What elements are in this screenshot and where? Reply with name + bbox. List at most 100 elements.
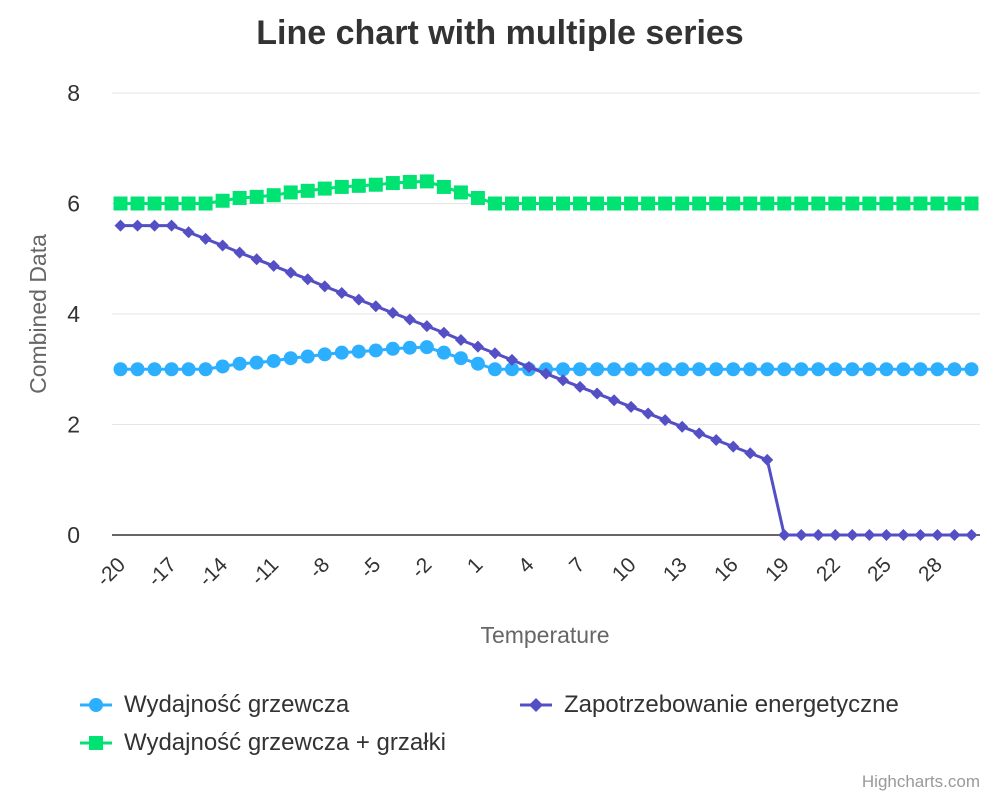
x-tick-label: 19 <box>761 553 794 586</box>
data-point <box>385 341 400 356</box>
data-point <box>642 407 655 420</box>
data-point <box>164 196 179 211</box>
data-point <box>675 196 690 211</box>
data-point <box>880 529 893 541</box>
data-point <box>743 362 758 377</box>
data-point <box>249 355 264 370</box>
data-point <box>283 351 298 366</box>
data-point <box>676 420 689 433</box>
data-point <box>794 196 809 211</box>
data-point <box>301 273 314 286</box>
series-layer <box>113 174 979 541</box>
data-point <box>913 362 928 377</box>
data-point <box>777 362 792 377</box>
data-point <box>504 196 519 211</box>
data-point <box>351 178 366 193</box>
data-point <box>147 362 162 377</box>
data-point <box>215 193 230 208</box>
square-marker-icon <box>80 736 112 750</box>
data-point <box>726 196 741 211</box>
data-point <box>471 340 484 353</box>
data-point <box>811 196 826 211</box>
legend: Wydajność grzewcza Zapotrzebowanie energ… <box>80 683 980 763</box>
y-tick-label: 2 <box>67 412 80 438</box>
data-point <box>232 356 247 371</box>
data-point <box>470 190 485 205</box>
x-tick-label: 4 <box>514 553 539 578</box>
legend-item-series-1[interactable]: Wydajność grzewcza <box>80 687 349 723</box>
data-point <box>250 253 263 266</box>
data-point <box>863 529 876 541</box>
y-tick-label: 8 <box>67 80 80 106</box>
data-point <box>828 362 843 377</box>
data-point <box>453 185 468 200</box>
data-point <box>658 362 673 377</box>
data-point <box>351 344 366 359</box>
data-point <box>913 196 928 211</box>
data-point <box>539 196 553 211</box>
data-point <box>436 345 451 360</box>
data-point <box>846 529 859 541</box>
x-tick-label: -20 <box>92 553 130 591</box>
data-point <box>658 196 673 211</box>
x-tick-label: -11 <box>247 553 284 590</box>
data-point <box>607 196 622 211</box>
data-point <box>147 196 162 211</box>
series-3 <box>114 219 978 541</box>
data-point <box>368 343 383 358</box>
chart-title: Line chart with multiple series <box>256 14 744 52</box>
data-point <box>182 226 195 239</box>
data-point <box>896 196 911 211</box>
data-point <box>437 326 450 339</box>
data-point <box>420 320 433 333</box>
data-point <box>845 196 860 211</box>
data-point <box>930 362 945 377</box>
data-point <box>710 433 723 446</box>
legend-item-series-3[interactable]: Zapotrzebowanie energetyczne <box>520 687 899 723</box>
data-point <box>454 333 467 346</box>
x-tick-label: -5 <box>356 553 385 582</box>
y-tick-label: 0 <box>67 522 80 548</box>
line-chart: 0 2 4 6 8 -20 -17 -14 -11 -8 -5 -2 1 4 7 10 13 16 19 22 25 2… <box>25 80 980 648</box>
data-point <box>692 196 707 211</box>
legend-item-series-2[interactable]: Wydajność grzewcza + grzałki <box>80 725 446 761</box>
legend-label: Wydajność grzewcza <box>124 691 350 718</box>
data-point <box>198 362 213 377</box>
data-point <box>761 453 774 466</box>
x-tick-label: -2 <box>407 553 436 582</box>
x-axis-label: Temperature <box>480 622 609 648</box>
data-point <box>574 380 587 393</box>
data-point <box>249 189 264 204</box>
data-point <box>488 347 501 360</box>
data-point <box>965 529 978 541</box>
data-point <box>607 362 622 377</box>
credits-link[interactable]: Highcharts.com <box>861 772 980 791</box>
data-point <box>624 362 639 377</box>
data-point <box>335 287 348 300</box>
data-point <box>795 529 808 541</box>
data-point <box>964 196 979 211</box>
data-point <box>113 196 128 211</box>
data-point <box>470 356 485 371</box>
x-axis-ticks: -20 -17 -14 -11 -8 -5 -2 1 4 7 10 13 16 19 22 25 28 <box>92 553 947 591</box>
data-point <box>947 196 962 211</box>
data-point <box>812 529 825 541</box>
data-point <box>557 374 570 387</box>
data-point <box>829 529 842 541</box>
data-point <box>659 414 672 427</box>
data-point <box>232 190 247 205</box>
data-point <box>778 529 791 541</box>
data-point <box>930 196 945 211</box>
data-point <box>590 196 605 211</box>
data-point <box>164 362 179 377</box>
data-point <box>402 174 417 189</box>
data-point <box>556 196 571 211</box>
y-axis-ticks: 0 2 4 6 8 <box>67 80 80 548</box>
data-point <box>777 196 792 211</box>
x-tick-label: -8 <box>305 553 334 582</box>
diamond-marker-icon <box>520 698 552 712</box>
data-point <box>487 196 502 211</box>
data-point <box>794 362 809 377</box>
data-point <box>625 400 638 413</box>
data-point <box>317 181 332 196</box>
